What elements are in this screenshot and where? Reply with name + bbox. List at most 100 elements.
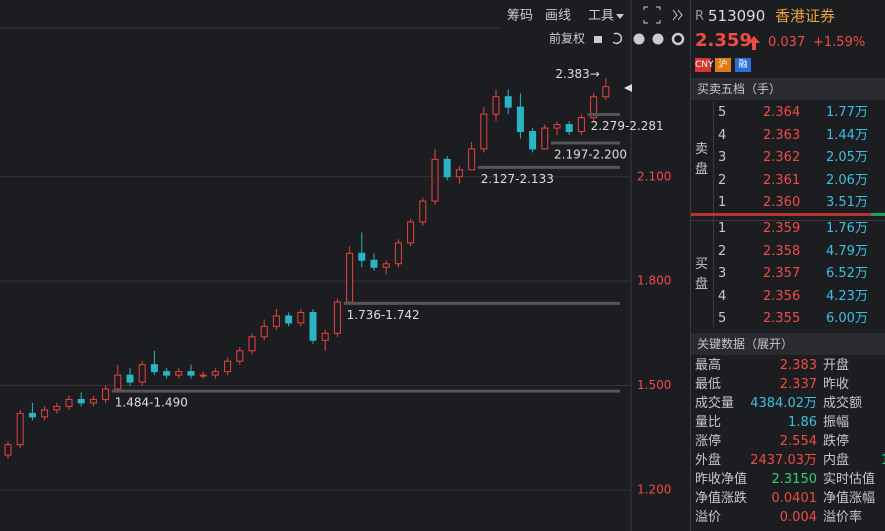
badge: 融 bbox=[735, 58, 751, 72]
sell-label: 卖盘 bbox=[695, 142, 709, 177]
tool-draw[interactable]: 画线 bbox=[545, 9, 571, 24]
level: 2 bbox=[718, 172, 727, 188]
candle-body bbox=[41, 409, 49, 418]
y-tick-label: 2.100 bbox=[637, 169, 671, 183]
level: 4 bbox=[718, 288, 727, 304]
level: 4 bbox=[718, 127, 727, 143]
candle-body bbox=[28, 412, 36, 418]
order-volume: 1.44万 bbox=[826, 127, 868, 143]
key-value: 2.3150 bbox=[771, 472, 818, 487]
order-price: 2.361 bbox=[763, 172, 801, 188]
candle-body bbox=[297, 311, 305, 324]
candle-body bbox=[590, 96, 598, 119]
candle-body bbox=[248, 336, 256, 352]
code: 513090 bbox=[708, 7, 766, 25]
change-pct: +1.59% bbox=[813, 35, 866, 50]
tool-chips[interactable]: 筹码 bbox=[507, 8, 533, 24]
order-volume: 2.05万 bbox=[826, 150, 868, 165]
level: 3 bbox=[718, 266, 727, 281]
key-label: 成交量 bbox=[695, 396, 735, 411]
candle-body bbox=[346, 252, 354, 303]
fullscreen-icon[interactable] bbox=[643, 6, 661, 24]
up-arrow bbox=[748, 36, 760, 50]
order-book-title: 买卖五档（手） bbox=[691, 78, 885, 100]
key-label: 净值涨幅 bbox=[823, 491, 876, 506]
change: 0.037 bbox=[768, 35, 806, 50]
candle-body bbox=[431, 158, 439, 202]
candle-body bbox=[285, 315, 293, 324]
candle-body bbox=[65, 398, 73, 407]
y-tick-label: 1.200 bbox=[637, 482, 671, 496]
candle-body bbox=[138, 364, 146, 383]
candle-body bbox=[602, 86, 610, 98]
level-label: 2.127-2.133 bbox=[481, 172, 554, 186]
buy-bar bbox=[871, 213, 885, 216]
key-label: 跌停 bbox=[823, 434, 850, 449]
key-data-title[interactable]: 关键数据（展开） bbox=[691, 333, 885, 355]
level: 1 bbox=[718, 221, 727, 236]
candle-body bbox=[455, 169, 463, 178]
zoom-in-icon[interactable] bbox=[633, 33, 645, 45]
order-volume: 1.77万 bbox=[826, 105, 868, 120]
candle-body bbox=[114, 374, 122, 390]
key-value: 1.86 bbox=[788, 415, 817, 430]
key-label: 实时估值 bbox=[823, 472, 876, 487]
zoom-out-icon[interactable] bbox=[652, 33, 664, 45]
candle-body bbox=[89, 398, 97, 404]
candle-body bbox=[529, 131, 537, 150]
settings-icon[interactable] bbox=[671, 32, 685, 46]
candle-body bbox=[236, 350, 244, 362]
candle-body bbox=[126, 374, 134, 383]
candle-body bbox=[175, 371, 183, 376]
high-label: 2.383→ bbox=[555, 67, 599, 81]
candle-body bbox=[77, 398, 85, 404]
adjust-mode[interactable]: 前复权 bbox=[549, 31, 585, 46]
candle-body bbox=[419, 200, 427, 223]
candle-body bbox=[163, 371, 171, 376]
level: 5 bbox=[718, 311, 727, 326]
key-value: 2437.03万 bbox=[750, 453, 817, 468]
key-label: 成交额 bbox=[823, 396, 863, 411]
key-value: 2.383 bbox=[779, 358, 817, 373]
candle-body bbox=[370, 259, 378, 268]
candle-body bbox=[53, 405, 61, 411]
level-label: 2.279-2.281 bbox=[591, 119, 664, 133]
quote-panel: R 513090 香港证券 2.359 0.037 +1.59% CNY 沪 融… bbox=[690, 0, 885, 531]
candle-body bbox=[492, 96, 500, 115]
undo-icon[interactable] bbox=[612, 32, 623, 45]
collapse-icon[interactable] bbox=[672, 9, 683, 21]
lock-icon[interactable] bbox=[594, 36, 602, 43]
price: 2.359 bbox=[695, 30, 752, 51]
candle-body bbox=[516, 106, 524, 133]
name: 香港证券 bbox=[775, 7, 836, 25]
key-label: 溢价 bbox=[695, 510, 722, 525]
candle-body bbox=[504, 96, 512, 108]
order-price: 2.357 bbox=[763, 266, 801, 281]
key-value: 2.337 bbox=[779, 377, 817, 392]
order-price: 2.356 bbox=[763, 288, 801, 304]
key-value: 1 bbox=[881, 452, 885, 470]
y-tick-label: 1.500 bbox=[637, 378, 671, 392]
level-label: 1.484-1.490 bbox=[115, 396, 188, 410]
key-label: 外盘 bbox=[695, 453, 722, 468]
key-label: 最高 bbox=[695, 358, 722, 373]
order-volume: 4.79万 bbox=[826, 243, 868, 259]
candle-body bbox=[358, 252, 366, 261]
key-label: 开盘 bbox=[823, 358, 850, 373]
key-value: 4384.02万 bbox=[750, 396, 817, 411]
key-value: 0.004 bbox=[779, 510, 817, 525]
order-volume: 1.76万 bbox=[826, 221, 868, 236]
badge: 沪 bbox=[715, 58, 731, 72]
candle-body bbox=[102, 388, 110, 400]
candle-body bbox=[333, 301, 341, 334]
candle-body bbox=[16, 412, 24, 446]
dropdown-icon[interactable] bbox=[616, 14, 624, 19]
key-label: 内盘 bbox=[823, 453, 850, 468]
tool-tools[interactable]: 工具 bbox=[588, 9, 614, 24]
key-label: 最低 bbox=[695, 377, 722, 392]
level: 5 bbox=[718, 105, 727, 120]
candle-body bbox=[541, 127, 549, 150]
sell-bar bbox=[691, 213, 871, 216]
candle-body bbox=[211, 371, 219, 376]
candle-body bbox=[382, 263, 390, 268]
